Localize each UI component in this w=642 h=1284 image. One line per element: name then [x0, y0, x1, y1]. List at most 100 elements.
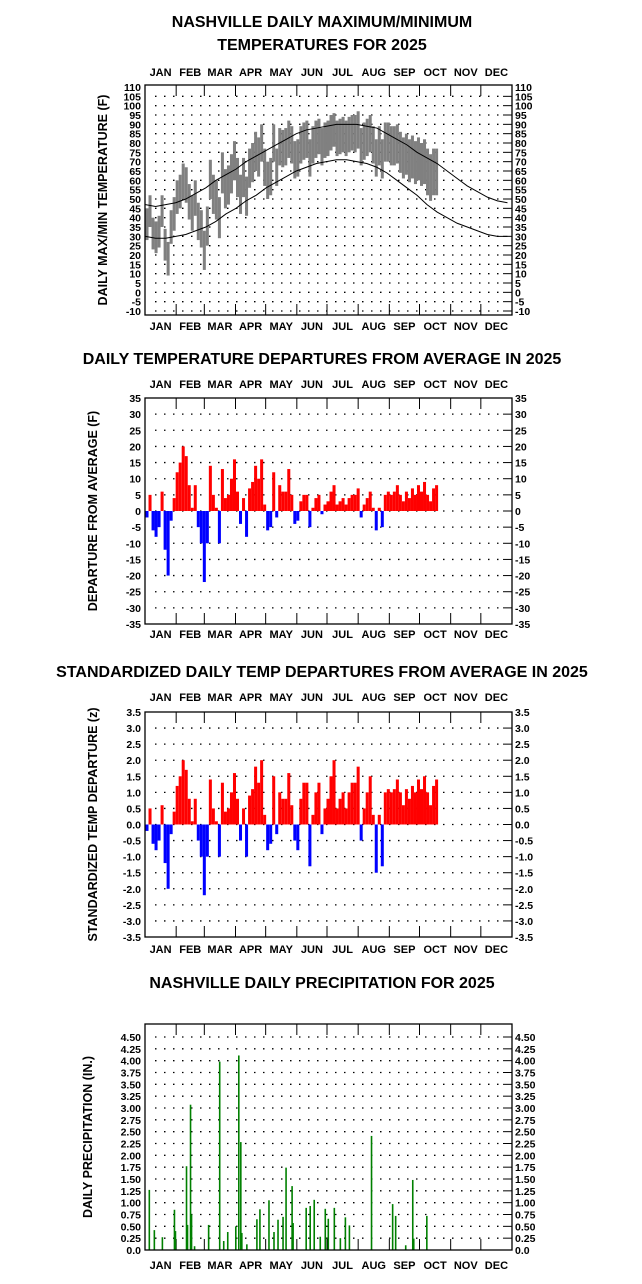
positive-departure-bar	[383, 494, 387, 511]
observed-range-bar	[160, 195, 164, 227]
precip-bar	[226, 1232, 229, 1250]
negative-departure-bar	[163, 511, 167, 550]
positive-departure-bar	[226, 808, 230, 825]
y-tick-label-left: -2.0	[123, 884, 141, 896]
positive-departure-bar	[229, 478, 233, 511]
positive-departure-bar	[251, 481, 255, 511]
positive-departure-bar	[317, 782, 321, 825]
positive-departure-bar	[281, 798, 285, 825]
month-label-top: MAR	[207, 692, 232, 704]
positive-departure-bar	[386, 789, 390, 825]
observed-range-bar	[314, 120, 318, 158]
precip-bar	[148, 1189, 151, 1250]
month-label-bottom: JUN	[301, 321, 323, 333]
observed-range-bar	[326, 120, 330, 157]
y-tick-label-left: -0.5	[123, 836, 141, 848]
positive-departure-bar	[172, 811, 176, 825]
y-tick-label-left: 3.25	[121, 1091, 142, 1103]
y-tick-label-right: -0.5	[515, 836, 533, 848]
positive-departure-bar	[401, 501, 405, 511]
month-label-top: MAR	[207, 67, 232, 79]
month-label-top: AUG	[362, 692, 386, 704]
observed-range-bar	[251, 143, 255, 183]
positive-departure-bar	[305, 782, 309, 825]
y-tick-label-right: 45	[515, 203, 527, 215]
positive-departure-bar	[251, 789, 255, 825]
observed-range-bar	[371, 126, 375, 164]
precip-bar	[282, 1216, 284, 1250]
month-label-bottom: MAY	[270, 321, 294, 333]
negative-departure-bar	[217, 511, 221, 544]
precip-bar	[256, 1219, 258, 1250]
observed-range-bar	[260, 124, 264, 162]
positive-departure-bar	[290, 805, 294, 825]
y-tick-label-right: -35	[515, 619, 530, 631]
positive-departure-bar	[410, 488, 414, 511]
y-tick-label-left: 2.25	[121, 1139, 142, 1151]
y-tick-label-right: -5	[515, 522, 524, 534]
negative-departure-bar	[374, 511, 378, 531]
y-tick-label-left: -3.0	[123, 916, 141, 928]
observed-range-bar	[299, 126, 303, 164]
y-tick-label-left: -10	[126, 306, 141, 318]
y-tick-label-left: 105	[123, 91, 141, 103]
precip-bar	[411, 1179, 414, 1250]
y-tick-label-right: 3.50	[515, 1079, 536, 1091]
negative-departure-bar	[239, 824, 243, 841]
positive-departure-bar	[248, 488, 252, 511]
y-tick-label-right: 0	[515, 506, 521, 518]
y-tick-label-right: 2.50	[515, 1127, 536, 1139]
observed-range-bar	[296, 139, 300, 177]
observed-range-bar	[175, 180, 179, 214]
positive-departure-bar	[242, 808, 246, 825]
observed-range-bar	[235, 157, 240, 198]
negative-departure-bar	[359, 824, 363, 841]
positive-departure-bar	[329, 776, 333, 825]
negative-departure-bar	[320, 824, 324, 835]
y-tick-label-right: 1.5	[515, 771, 530, 783]
negative-departure-bar	[217, 824, 221, 857]
positive-departure-bar	[332, 485, 336, 511]
observed-range-bar	[190, 195, 194, 231]
positive-departure-bar	[235, 491, 240, 511]
positive-departure-bar	[302, 782, 306, 825]
negative-departure-bar	[151, 824, 155, 844]
observed-range-bar	[293, 141, 297, 179]
month-label-top: DEC	[485, 67, 508, 79]
positive-departure-bar	[338, 501, 342, 511]
y-tick-label-right: -10	[515, 306, 530, 318]
y-tick-label-right: -1.5	[515, 868, 533, 880]
positive-departure-bar	[398, 494, 402, 511]
month-label-bottom: JUN	[301, 1260, 323, 1272]
y-tick-label-left: 65	[129, 166, 141, 178]
y-tick-label-left: -10	[126, 538, 141, 550]
precip-bar	[412, 1238, 415, 1250]
y-tick-label-right: 1.25	[515, 1186, 536, 1198]
y-tick-label-left: 40	[129, 213, 141, 225]
observed-range-bar	[242, 157, 246, 198]
precip-bar	[234, 1226, 237, 1250]
y-tick-label-right: 85	[515, 129, 527, 141]
negative-departure-bar	[196, 511, 200, 528]
y-tick-label-left: 50	[129, 194, 141, 206]
positive-departure-bar	[377, 507, 381, 511]
y-tick-label-right: 35	[515, 393, 527, 405]
observed-range-bar	[389, 126, 393, 166]
y-tick-label-right: 75	[515, 147, 527, 159]
y-axis-label: DAILY MAX/MIN TEMPERATURE (F)	[96, 95, 110, 306]
y-tick-label-left: -1.5	[123, 868, 141, 880]
y-tick-label-left: 20	[129, 250, 141, 262]
precip-bar	[319, 1236, 322, 1250]
observed-range-bar	[323, 122, 327, 158]
precip-bar	[313, 1199, 316, 1250]
positive-departure-bar	[326, 798, 330, 825]
positive-departure-bar	[214, 507, 218, 511]
observed-range-bar	[245, 176, 249, 216]
month-label-bottom: FEB	[179, 321, 201, 333]
y-tick-label-left: 2.0	[126, 755, 141, 767]
observed-range-bar	[380, 139, 384, 179]
chart-title: NASHVILLE DAILY MAXIMUM/MINIMUM	[172, 14, 472, 31]
positive-departure-bar	[208, 779, 212, 825]
precip-bar	[305, 1207, 307, 1250]
